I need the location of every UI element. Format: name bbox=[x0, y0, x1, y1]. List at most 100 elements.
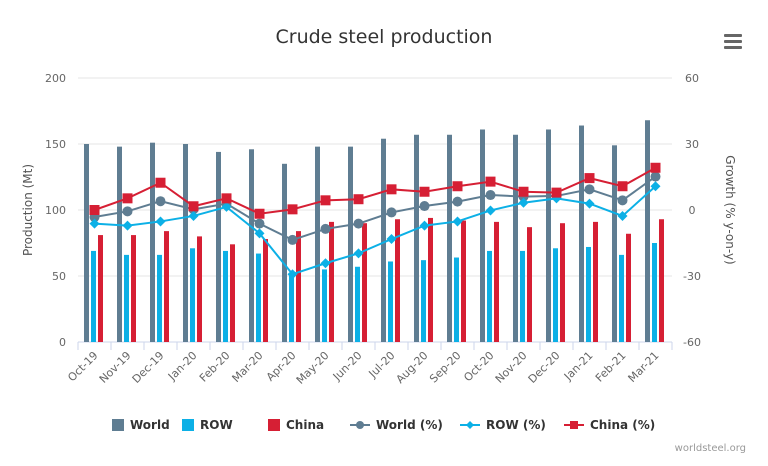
x-tick-label: Oct-20 bbox=[461, 349, 496, 384]
bar-row bbox=[91, 250, 96, 342]
left-axis-label: Production (Mt) bbox=[21, 164, 35, 256]
point-World (%) bbox=[650, 171, 661, 182]
point-World (%) bbox=[485, 190, 496, 201]
point-World (%) bbox=[617, 195, 628, 206]
x-tick-label: Aug-20 bbox=[394, 349, 431, 386]
bar-world bbox=[381, 138, 386, 342]
legend-item-ROW[interactable]: ROW bbox=[182, 418, 233, 432]
point-China (%) bbox=[188, 201, 199, 212]
bar-row bbox=[520, 250, 525, 342]
point-World (%) bbox=[155, 196, 166, 207]
bar-china bbox=[428, 217, 433, 342]
legend-item-China (%)[interactable]: China (%) bbox=[564, 418, 655, 432]
bar-china bbox=[560, 223, 565, 342]
legend-marker bbox=[570, 421, 578, 429]
bar-row bbox=[388, 261, 393, 342]
point-ROW (%) bbox=[617, 210, 628, 221]
left-tick-label: 0 bbox=[59, 336, 66, 349]
point-ROW (%) bbox=[584, 198, 595, 209]
left-tick-label: 100 bbox=[45, 204, 66, 217]
bar-china bbox=[395, 219, 400, 342]
legend-item-China[interactable]: China bbox=[268, 418, 324, 432]
bar-row bbox=[652, 243, 657, 342]
bar-world bbox=[348, 146, 353, 342]
legend-label: ROW bbox=[200, 418, 233, 432]
point-ROW (%) bbox=[155, 216, 166, 227]
point-China (%) bbox=[518, 186, 529, 197]
x-tick-label: Nov-19 bbox=[97, 349, 134, 386]
point-China (%) bbox=[419, 186, 430, 197]
chart-title: Crude steel production bbox=[275, 26, 493, 48]
point-ROW (%) bbox=[287, 269, 298, 280]
line-ROW (%) bbox=[94, 185, 657, 276]
left-tick-label: 200 bbox=[45, 72, 66, 85]
point-China (%) bbox=[320, 195, 331, 206]
bar-row bbox=[454, 257, 459, 342]
point-World (%) bbox=[386, 207, 397, 218]
x-tick-label: May-20 bbox=[294, 349, 332, 387]
bar-row bbox=[355, 266, 360, 342]
left-tick-label: 150 bbox=[45, 138, 66, 151]
bar-row bbox=[256, 253, 261, 342]
point-World (%) bbox=[452, 196, 463, 207]
legend-swatch bbox=[112, 419, 124, 431]
point-ROW (%) bbox=[518, 197, 529, 208]
point-China (%) bbox=[551, 187, 562, 198]
bar-row bbox=[223, 250, 228, 342]
bar-world bbox=[546, 129, 551, 342]
bar-row bbox=[586, 246, 591, 342]
bar-world bbox=[579, 125, 584, 343]
bar-china bbox=[230, 244, 235, 342]
bar-world bbox=[612, 145, 617, 342]
bar-china bbox=[329, 221, 334, 342]
legend-item-World (%)[interactable]: World (%) bbox=[350, 418, 443, 432]
bar-row bbox=[124, 254, 129, 342]
point-China (%) bbox=[617, 181, 628, 192]
bar-china bbox=[362, 223, 367, 342]
point-China (%) bbox=[353, 194, 364, 205]
point-China (%) bbox=[221, 193, 232, 204]
point-World (%) bbox=[419, 201, 430, 212]
right-tick-label: 30 bbox=[685, 138, 699, 151]
bar-row bbox=[487, 250, 492, 342]
x-tick-label: Jan-20 bbox=[165, 349, 200, 384]
point-ROW (%) bbox=[254, 228, 265, 239]
point-ROW (%) bbox=[221, 201, 232, 212]
x-tick-label: Dec-19 bbox=[130, 349, 167, 386]
bar-china bbox=[494, 221, 499, 342]
point-China (%) bbox=[452, 181, 463, 192]
legend-label: World bbox=[130, 418, 170, 432]
x-tick-label: Jan-21 bbox=[561, 349, 596, 384]
x-tick-label: Feb-21 bbox=[593, 349, 629, 385]
point-World (%) bbox=[122, 206, 133, 217]
bar-row bbox=[289, 273, 294, 342]
line-World (%) bbox=[94, 175, 657, 241]
right-axis-label: Growth (% y-on-y) bbox=[723, 155, 737, 264]
point-China (%) bbox=[485, 176, 496, 187]
x-tick-label: Mar-21 bbox=[626, 349, 662, 385]
right-tick-label: 0 bbox=[689, 204, 696, 217]
x-tick-label: Oct-19 bbox=[65, 349, 100, 384]
point-China (%) bbox=[584, 173, 595, 184]
point-China (%) bbox=[386, 184, 397, 195]
x-tick-label: Nov-20 bbox=[493, 349, 530, 386]
bar-world bbox=[315, 146, 320, 342]
point-ROW (%) bbox=[452, 216, 463, 227]
bar-world bbox=[249, 149, 254, 342]
legend-item-ROW (%)[interactable]: ROW (%) bbox=[460, 418, 546, 432]
bar-china bbox=[263, 239, 268, 342]
legend-item-World[interactable]: World bbox=[112, 418, 170, 432]
x-tick-label: Jun-20 bbox=[330, 349, 365, 384]
point-ROW (%) bbox=[386, 234, 397, 245]
legend-swatch bbox=[182, 419, 194, 431]
legend-swatch bbox=[268, 419, 280, 431]
credit[interactable]: worldsteel.org bbox=[674, 443, 746, 454]
bar-china bbox=[197, 236, 202, 342]
point-ROW (%) bbox=[353, 248, 364, 259]
bar-row bbox=[190, 248, 195, 342]
bar-china bbox=[527, 227, 532, 342]
point-ROW (%) bbox=[419, 220, 430, 231]
legend-marker bbox=[466, 421, 474, 429]
hamburger-menu-icon[interactable] bbox=[724, 34, 742, 50]
